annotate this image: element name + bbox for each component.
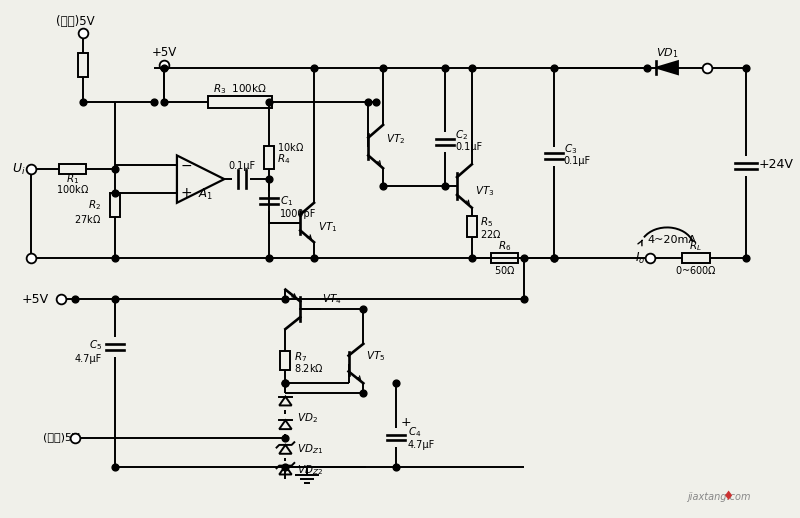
Text: $R_3$  100k$\Omega$: $R_3$ 100k$\Omega$ — [213, 82, 267, 96]
Text: 22$\Omega$: 22$\Omega$ — [480, 228, 501, 240]
Text: 0.1μF: 0.1μF — [455, 141, 482, 152]
Text: 10k$\Omega$: 10k$\Omega$ — [277, 140, 303, 153]
Text: 4.7μF: 4.7μF — [74, 354, 102, 364]
Text: $VT_5$: $VT_5$ — [366, 349, 386, 363]
Text: +5V: +5V — [22, 293, 49, 306]
Bar — [78, 53, 88, 77]
Text: +: + — [401, 416, 411, 429]
Bar — [110, 193, 120, 217]
Text: ♦: ♦ — [723, 490, 734, 503]
Text: $U_i$: $U_i$ — [12, 162, 26, 177]
Text: jiaxtang.com: jiaxtang.com — [687, 492, 751, 501]
Text: $C_5$: $C_5$ — [89, 338, 102, 352]
Bar — [209, 96, 272, 108]
Text: $VD_{Z1}$: $VD_{Z1}$ — [298, 442, 323, 456]
Text: $R_7$: $R_7$ — [294, 350, 307, 364]
Bar — [682, 253, 710, 263]
Text: 0~600$\Omega$: 0~600$\Omega$ — [674, 264, 717, 276]
Text: $VT_3$: $VT_3$ — [474, 184, 494, 198]
Text: +24V: +24V — [759, 158, 794, 171]
Bar — [281, 351, 290, 370]
Text: $VD_{Z2}$: $VD_{Z2}$ — [298, 463, 323, 477]
Text: $R_1$: $R_1$ — [66, 172, 79, 186]
Text: 50$\Omega$: 50$\Omega$ — [494, 264, 515, 276]
Text: $C_4$: $C_4$ — [408, 426, 421, 439]
Text: $R_4$: $R_4$ — [277, 152, 290, 166]
Text: $VT_4$: $VT_4$ — [322, 293, 342, 306]
Text: (参考)5V: (参考)5V — [56, 15, 94, 28]
Text: (参考)5V: (参考)5V — [43, 433, 79, 442]
Text: $VT_1$: $VT_1$ — [318, 221, 338, 234]
Text: +5V: +5V — [151, 47, 177, 60]
Polygon shape — [656, 61, 678, 74]
Text: $VD_1$: $VD_1$ — [656, 46, 678, 60]
Bar — [264, 146, 274, 169]
Text: $C_3$: $C_3$ — [563, 142, 577, 156]
Bar — [490, 253, 518, 263]
Text: 27k$\Omega$: 27k$\Omega$ — [74, 212, 101, 225]
Text: 100k$\Omega$: 100k$\Omega$ — [56, 183, 89, 195]
Text: $C_1$: $C_1$ — [279, 194, 293, 208]
Text: 1000pF: 1000pF — [279, 209, 316, 219]
Text: $R_6$: $R_6$ — [498, 239, 511, 253]
Text: $+$: $+$ — [180, 186, 192, 200]
Text: 4~20mA: 4~20mA — [647, 235, 697, 245]
Text: 0.1μF: 0.1μF — [563, 156, 590, 166]
Text: $VD_2$: $VD_2$ — [298, 411, 318, 425]
Text: $VT_2$: $VT_2$ — [386, 132, 406, 146]
Text: 4.7μF: 4.7μF — [408, 440, 435, 450]
Text: 8.2k$\Omega$: 8.2k$\Omega$ — [294, 363, 324, 375]
Text: $I_o$: $I_o$ — [635, 251, 646, 266]
Bar — [58, 164, 86, 174]
Text: $A_1$: $A_1$ — [198, 188, 213, 203]
Text: $R_5$: $R_5$ — [480, 215, 493, 229]
Bar — [467, 215, 477, 237]
Text: $R_2$: $R_2$ — [88, 198, 101, 212]
Text: $C_2$: $C_2$ — [455, 128, 468, 141]
Text: 0.1μF: 0.1μF — [229, 161, 255, 171]
Text: $R_L$: $R_L$ — [690, 239, 702, 253]
Text: $-$: $-$ — [180, 158, 192, 172]
